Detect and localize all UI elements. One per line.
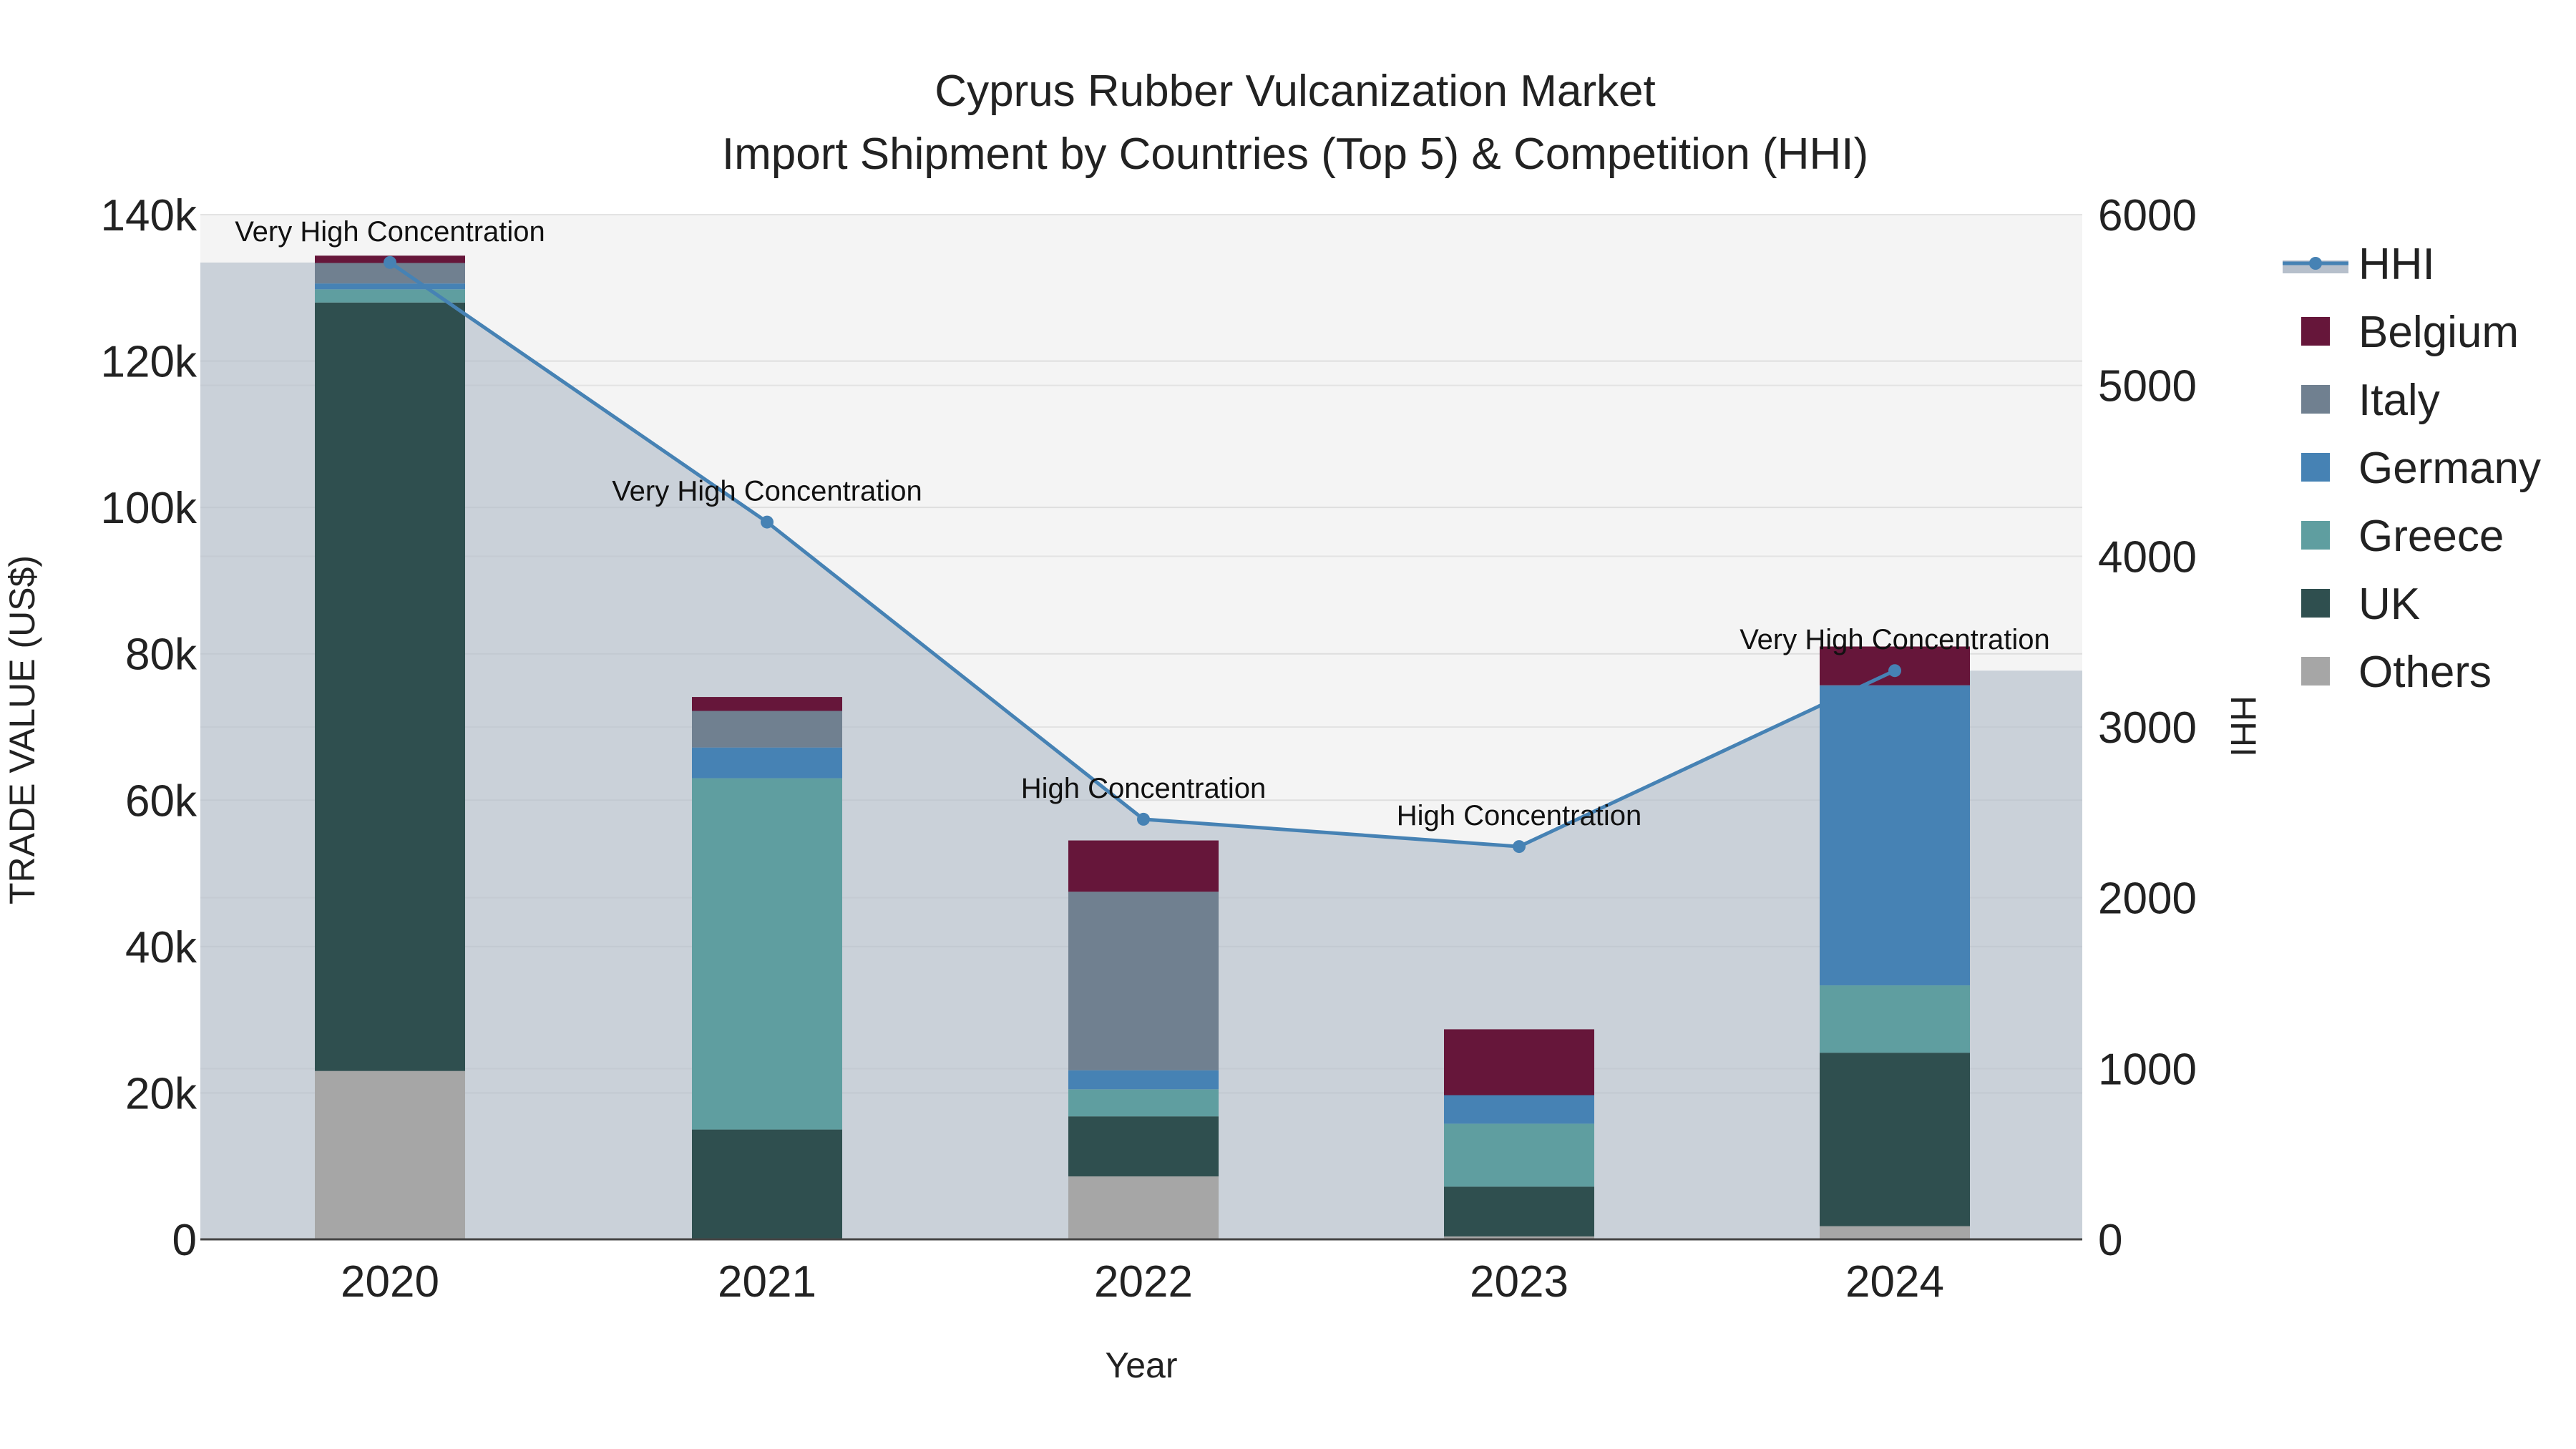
x-tick-label-2024: 2024 (1845, 1257, 1944, 1307)
legend-swatch-hhi-marker (2309, 257, 2322, 270)
x-tick-label-2023: 2023 (1470, 1257, 1568, 1307)
chart-subtitle: Import Shipment by Countries (Top 5) & C… (722, 130, 1868, 179)
legend-swatch-greece (2301, 521, 2330, 550)
bar-others-2023 (1444, 1236, 1594, 1239)
hhi-point-2021 (761, 515, 774, 529)
hhi-annotation-2023: High Concentration (1397, 800, 1641, 831)
bar-greece-2021 (692, 778, 842, 1130)
bar-greece-2022 (1068, 1089, 1219, 1117)
hhi-point-2024 (1888, 664, 1901, 678)
legend-label-greece[interactable]: Greece (2358, 512, 2504, 561)
bar-belgium-2023 (1444, 1029, 1594, 1096)
bar-germany-2023 (1444, 1095, 1594, 1124)
bar-germany-2024 (1820, 685, 1970, 986)
legend: HHI Belgium Italy Germany Greece UK Others (2283, 240, 2541, 697)
bar-germany-2022 (1068, 1070, 1219, 1090)
hhi-annotation-2024: Very High Concentration (1740, 624, 2050, 655)
legend-label-others[interactable]: Others (2358, 648, 2492, 697)
y2-axis-title: HHI (2223, 696, 2263, 757)
legend-label-germany[interactable]: Germany (2358, 444, 2541, 493)
x-tick-label-2022: 2022 (1094, 1257, 1193, 1307)
y2-tick-label: 2000 (2098, 874, 2197, 924)
bar-belgium-2021 (692, 697, 842, 711)
legend-swatch-uk (2301, 589, 2330, 618)
bar-others-2020 (315, 1070, 465, 1239)
y2-tick-label: 6000 (2098, 191, 2197, 240)
y-tick-label: 80k (125, 630, 197, 680)
legend-label-uk[interactable]: UK (2358, 580, 2420, 629)
bar-greece-2023 (1444, 1123, 1594, 1187)
y-tick-label: 140k (101, 191, 197, 240)
y-tick-label: 20k (125, 1069, 197, 1118)
legend-label-belgium[interactable]: Belgium (2358, 308, 2519, 357)
y-tick-label: 0 (172, 1216, 197, 1265)
y-tick-label: 60k (125, 776, 197, 826)
legend-swatch-others (2301, 657, 2330, 686)
bar-uk-2021 (692, 1129, 842, 1239)
x-axis-title: Year (1105, 1345, 1177, 1385)
x-tick-label-2021: 2021 (718, 1257, 816, 1307)
legend-label-hhi[interactable]: HHI (2358, 240, 2435, 289)
bar-italy-2021 (692, 711, 842, 748)
y2-tick-label: 4000 (2098, 532, 2197, 582)
hhi-point-2022 (1137, 812, 1150, 826)
hhi-area-fill (200, 262, 2082, 1239)
bar-greece-2024 (1820, 985, 1970, 1053)
bar-uk-2024 (1820, 1053, 1970, 1226)
bar-uk-2023 (1444, 1186, 1594, 1236)
bar-others-2024 (1820, 1226, 1970, 1239)
legend-swatch-germany (2301, 453, 2330, 482)
hhi-point-2023 (1513, 840, 1526, 854)
y-tick-label: 120k (101, 338, 197, 387)
legend-label-italy[interactable]: Italy (2358, 376, 2440, 425)
chart-title: Cyprus Rubber Vulcanization Market (935, 67, 1655, 116)
bars-layer (315, 255, 1970, 1239)
bar-uk-2022 (1068, 1116, 1219, 1177)
y2-tick-label: 5000 (2098, 362, 2197, 411)
bar-germany-2021 (692, 747, 842, 779)
y-axis-title: TRADE VALUE (US$) (2, 555, 42, 904)
bar-belgium-2022 (1068, 840, 1219, 892)
hhi-annotation-2022: High Concentration (1021, 773, 1266, 804)
hhi-points (384, 255, 1901, 854)
bar-italy-2022 (1068, 892, 1219, 1070)
legend-swatch-belgium (2301, 317, 2330, 346)
y-tick-label: 40k (125, 923, 197, 972)
bar-germany-2020 (315, 283, 465, 290)
y2-tick-label: 1000 (2098, 1045, 2197, 1094)
bar-uk-2020 (315, 302, 465, 1071)
y2-tick-label: 3000 (2098, 703, 2197, 753)
legend-swatch-italy (2301, 385, 2330, 414)
hhi-point-2020 (384, 255, 396, 269)
x-axis-ticks: 2020 2021 2022 2023 2024 (341, 1257, 1944, 1307)
y2-axis-ticks: 0 1000 2000 3000 4000 5000 6000 (2098, 191, 2197, 1265)
y-axis-ticks: 0 20k 40k 60k 80k 100k 120k 140k (101, 191, 197, 1265)
y2-tick-label: 0 (2098, 1216, 2122, 1265)
y-tick-label: 100k (101, 484, 197, 533)
x-tick-label-2020: 2020 (341, 1257, 439, 1307)
hhi-annotations: Very High Concentration Very High Concent… (235, 216, 2050, 831)
bar-greece-2020 (315, 289, 465, 303)
hhi-annotation-2020: Very High Concentration (235, 216, 545, 248)
bar-others-2022 (1068, 1176, 1219, 1239)
hhi-annotation-2021: Very High Concentration (612, 476, 922, 507)
